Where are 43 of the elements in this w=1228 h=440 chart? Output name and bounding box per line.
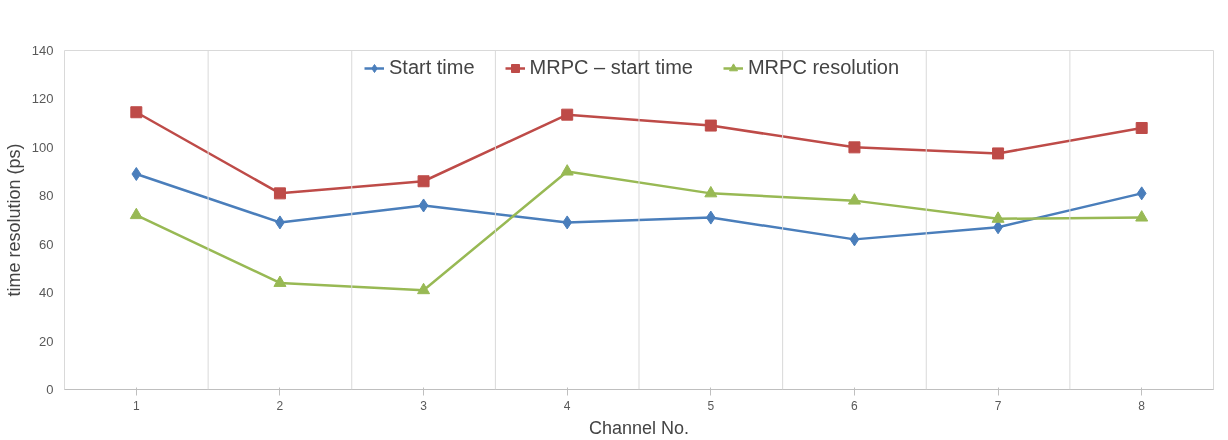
- y-tick-label: 100: [31, 139, 54, 155]
- x-tick-label: 2: [276, 398, 284, 413]
- point: [704, 185, 718, 198]
- point: [704, 119, 717, 132]
- legend-label: MRPC – start time: [529, 56, 693, 79]
- point: [417, 282, 431, 295]
- point: [417, 175, 430, 188]
- point: [130, 106, 143, 119]
- y-tick-label: 0: [46, 382, 54, 397]
- point: [273, 275, 287, 287]
- y-tick-label: 20: [39, 333, 54, 349]
- point: [129, 207, 143, 220]
- point: [991, 211, 1005, 223]
- x-tick-label: 7: [994, 398, 1002, 413]
- point: [273, 187, 286, 200]
- y-tick-label: 120: [31, 91, 54, 107]
- point: [418, 198, 429, 213]
- legend-label: Start time: [389, 56, 475, 79]
- point: [1135, 121, 1148, 134]
- point: [561, 108, 574, 121]
- x-axis-title: Channel No.: [588, 417, 690, 438]
- point: [848, 141, 861, 154]
- x-tick-label: 3: [420, 398, 428, 413]
- y-tick-label: 60: [39, 236, 54, 252]
- point: [131, 166, 142, 181]
- legend-label: MRPC resolution: [747, 56, 900, 79]
- point: [1136, 186, 1147, 201]
- y-axis-title: time resolution (ps): [3, 143, 24, 297]
- x-tick-label: 5: [707, 398, 715, 413]
- y-tick-label: 40: [39, 285, 54, 301]
- x-tick-label: 1: [132, 398, 140, 413]
- point: [992, 147, 1005, 160]
- point: [849, 232, 860, 247]
- x-tick-label: 4: [563, 398, 571, 413]
- point: [562, 215, 573, 230]
- point: [560, 164, 574, 176]
- point: [705, 210, 716, 225]
- x-tick-label: 6: [851, 398, 859, 413]
- point: [847, 193, 861, 205]
- x-tick-label: 8: [1138, 398, 1146, 413]
- y-tick-label: 80: [39, 188, 54, 204]
- y-tick-label: 140: [31, 43, 54, 58]
- point: [1135, 210, 1149, 222]
